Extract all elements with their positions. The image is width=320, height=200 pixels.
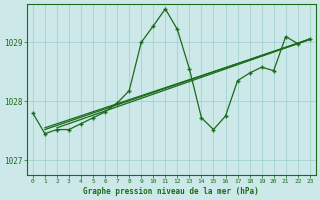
X-axis label: Graphe pression niveau de la mer (hPa): Graphe pression niveau de la mer (hPa) — [84, 187, 259, 196]
